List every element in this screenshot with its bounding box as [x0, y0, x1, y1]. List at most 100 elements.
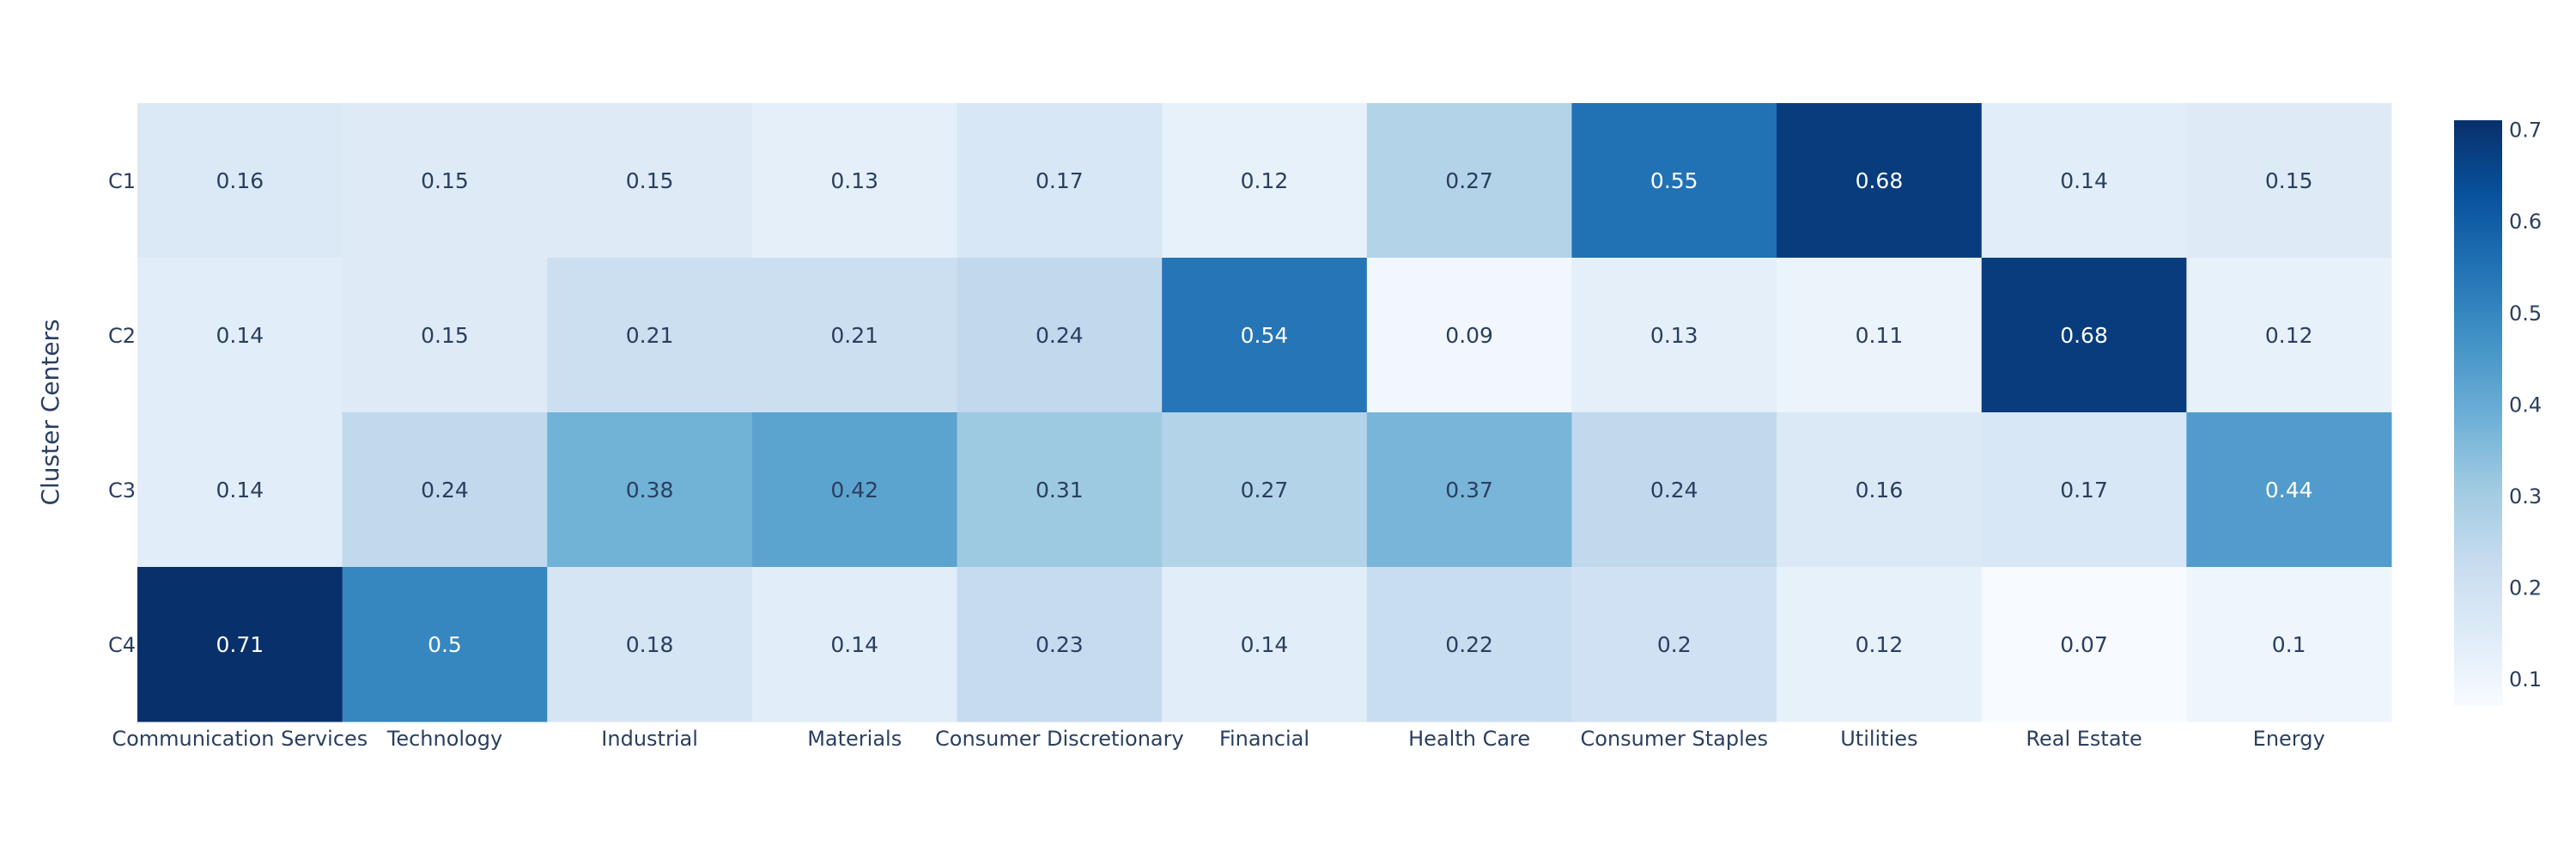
cell-value-label: 0.21: [830, 323, 878, 348]
heatmap-cell: [1162, 103, 1368, 259]
cell-value-label: 0.14: [216, 478, 264, 503]
cell-value-label: 0.14: [830, 632, 878, 657]
colorbar-tick-label: 0.5: [2509, 302, 2542, 326]
y-axis-tick-labels: C1 C2 C3 C4: [108, 169, 136, 657]
heatmap-cell: [547, 258, 753, 413]
heatmap-cell: [1162, 412, 1368, 568]
cell-value-label: 0.12: [2265, 323, 2313, 348]
x-tick-label: Consumer Staples: [1581, 727, 1769, 751]
cell-value-label: 0.13: [830, 168, 878, 193]
cell-value-label: 0.17: [1036, 168, 1084, 193]
cell-value-label: 0.55: [1650, 168, 1698, 193]
cell-value-label: 0.23: [1036, 632, 1084, 657]
cell-value-label: 0.2: [1657, 632, 1692, 657]
cell-value-label: 0.15: [626, 168, 674, 193]
heatmap-cell: [547, 567, 753, 722]
x-tick-label: Financial: [1219, 727, 1309, 751]
heatmap-cell: [1571, 103, 1777, 259]
cell-value-label: 0.12: [1241, 168, 1289, 193]
cell-value-label: 0.37: [1445, 478, 1493, 503]
heatmap-cell: [751, 258, 958, 413]
cell-value-label: 0.14: [2060, 168, 2108, 193]
heatmap-cell: [1981, 567, 2187, 722]
heatmap-cell: [547, 412, 753, 568]
cell-value-label: 0.71: [216, 632, 264, 657]
heatmap-cell: [1777, 258, 1983, 413]
heatmap-cell: [342, 567, 548, 722]
x-tick-label: Real Estate: [2026, 727, 2142, 751]
heatmap-cells: [137, 103, 2392, 722]
heatmap-cell: [751, 412, 958, 568]
heatmap-cell: [1366, 567, 1572, 722]
heatmap-cell: [1366, 258, 1572, 413]
heatmap-cell: [342, 103, 548, 259]
cell-value-label: 0.24: [1650, 478, 1698, 503]
cell-value-label: 0.11: [1856, 323, 1904, 348]
x-tick-label: Communication Services: [112, 727, 368, 751]
colorbar-tick-label: 0.2: [2509, 576, 2542, 600]
cell-value-label: 0.27: [1241, 478, 1289, 503]
heatmap-cell: [1981, 412, 2187, 568]
heatmap-cell: [2186, 567, 2392, 722]
cell-value-label: 0.68: [1856, 168, 1904, 193]
cell-value-label: 0.16: [1856, 478, 1904, 503]
heatmap-cell-labels: 0.16 0.15 0.15 0.13 0.17 0.12 0.27 0.55 0.68 0.14…: [216, 168, 2312, 657]
colorbar-tick-label: 0.7: [2509, 119, 2542, 143]
cell-value-label: 0.24: [421, 478, 469, 503]
heatmap-cell: [137, 567, 343, 722]
heatmap-cell: [1981, 103, 2187, 259]
heatmap-cell: [2186, 258, 2392, 413]
heatmap-cell: [957, 412, 1163, 568]
heatmap-cell: [547, 103, 753, 259]
cell-value-label: 0.1: [2272, 632, 2306, 657]
heatmap-cell: [1571, 412, 1777, 568]
cell-value-label: 0.31: [1036, 478, 1084, 503]
heatmap-cell: [1162, 567, 1368, 722]
cell-value-label: 0.15: [421, 168, 469, 193]
x-axis-tick-labels: Communication Services Technology Industri…: [112, 727, 2324, 751]
cell-value-label: 0.15: [421, 323, 469, 348]
heatmap-cell: [1571, 258, 1777, 413]
heatmap-cell: [1777, 567, 1983, 722]
x-tick-label: Materials: [807, 727, 902, 751]
cell-value-label: 0.24: [1036, 323, 1084, 348]
cell-value-label: 0.22: [1445, 632, 1493, 657]
colorbar-tick-label: 0.4: [2509, 393, 2542, 417]
heatmap-cell: [1981, 258, 2187, 413]
y-tick-label: C4: [108, 633, 136, 657]
cell-value-label: 0.27: [1445, 168, 1493, 193]
x-tick-label: Consumer Discretionary: [935, 727, 1184, 751]
heatmap-cell: [957, 103, 1163, 259]
cell-value-label: 0.14: [216, 323, 264, 348]
heatmap-cell: [1777, 103, 1983, 259]
heatmap-cell: [2186, 412, 2392, 568]
colorbar-tick-label: 0.6: [2509, 210, 2542, 234]
cell-value-label: 0.18: [626, 632, 674, 657]
heatmap-cell: [137, 103, 343, 259]
x-tick-label: Industrial: [601, 727, 698, 751]
cell-value-label: 0.38: [626, 478, 674, 503]
cell-value-label: 0.13: [1650, 323, 1698, 348]
cell-value-label: 0.15: [2265, 168, 2313, 193]
colorbar-tick-label: 0.1: [2509, 667, 2542, 691]
heatmap-cell: [1571, 567, 1777, 722]
cell-value-label: 0.21: [626, 323, 674, 348]
heatmap-cell: [1366, 412, 1572, 568]
y-tick-label: C2: [108, 324, 136, 348]
heatmap-cell: [957, 567, 1163, 722]
cell-value-label: 0.09: [1445, 323, 1493, 348]
heatmap-cell: [342, 412, 548, 568]
y-tick-label: C1: [108, 169, 136, 193]
heatmap-cell: [137, 412, 343, 568]
cell-value-label: 0.42: [830, 478, 878, 503]
heatmap-cell: [751, 567, 958, 722]
heatmap-cell: [1366, 103, 1572, 259]
cell-value-label: 0.07: [2060, 632, 2108, 657]
colorbar: 0.1 0.2 0.3 0.4 0.5 0.6 0.7: [2454, 119, 2542, 706]
x-tick-label: Energy: [2253, 727, 2325, 751]
x-tick-label: Utilities: [1840, 727, 1917, 751]
cell-value-label: 0.12: [1856, 632, 1904, 657]
cell-value-label: 0.17: [2060, 478, 2108, 503]
heatmap-cell: [1162, 258, 1368, 413]
